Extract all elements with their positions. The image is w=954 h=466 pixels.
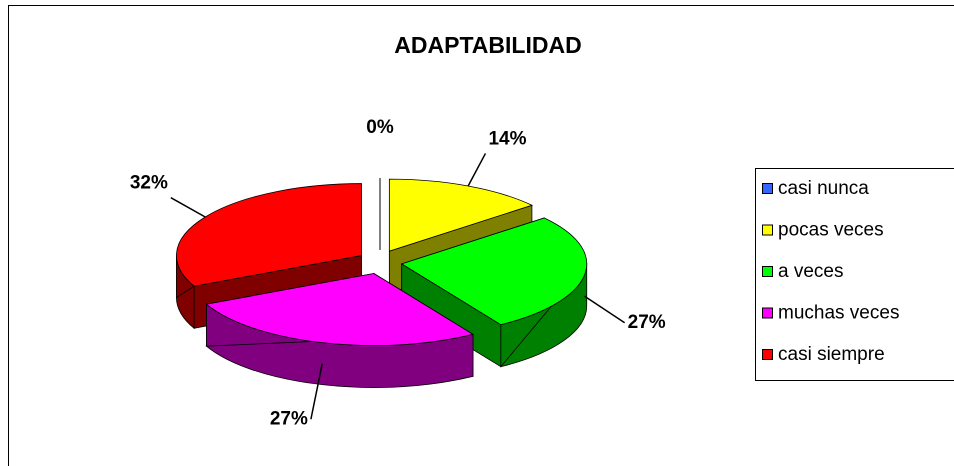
legend-swatch xyxy=(762,224,773,236)
leader-line xyxy=(310,363,323,420)
slice-top xyxy=(388,178,534,252)
data-label: 0% xyxy=(366,117,394,138)
data-label: 27% xyxy=(628,312,666,333)
leader-line xyxy=(467,153,487,187)
legend-label: casi siempre xyxy=(778,344,885,365)
data-label: 32% xyxy=(130,173,168,194)
chart-title: ADAPTABILIDAD xyxy=(394,32,581,58)
slice-top xyxy=(205,273,475,346)
legend-swatch xyxy=(762,183,773,194)
legend-label: pocas veces xyxy=(778,220,884,241)
legend-swatch xyxy=(762,349,773,360)
slice xyxy=(205,272,475,388)
legend-swatch xyxy=(762,266,773,277)
slice-top xyxy=(400,217,588,326)
data-label: 27% xyxy=(270,408,308,429)
legend-label: casi nunca xyxy=(778,178,869,199)
data-label: 14% xyxy=(488,128,526,149)
legend-label: a veces xyxy=(778,261,843,282)
leader-line xyxy=(170,197,206,218)
legend-swatch xyxy=(762,307,773,319)
slice-top xyxy=(176,183,362,287)
legend xyxy=(755,168,954,381)
legend-label: muchas veces xyxy=(778,303,899,324)
pie xyxy=(176,178,588,388)
leader-line xyxy=(584,295,626,324)
